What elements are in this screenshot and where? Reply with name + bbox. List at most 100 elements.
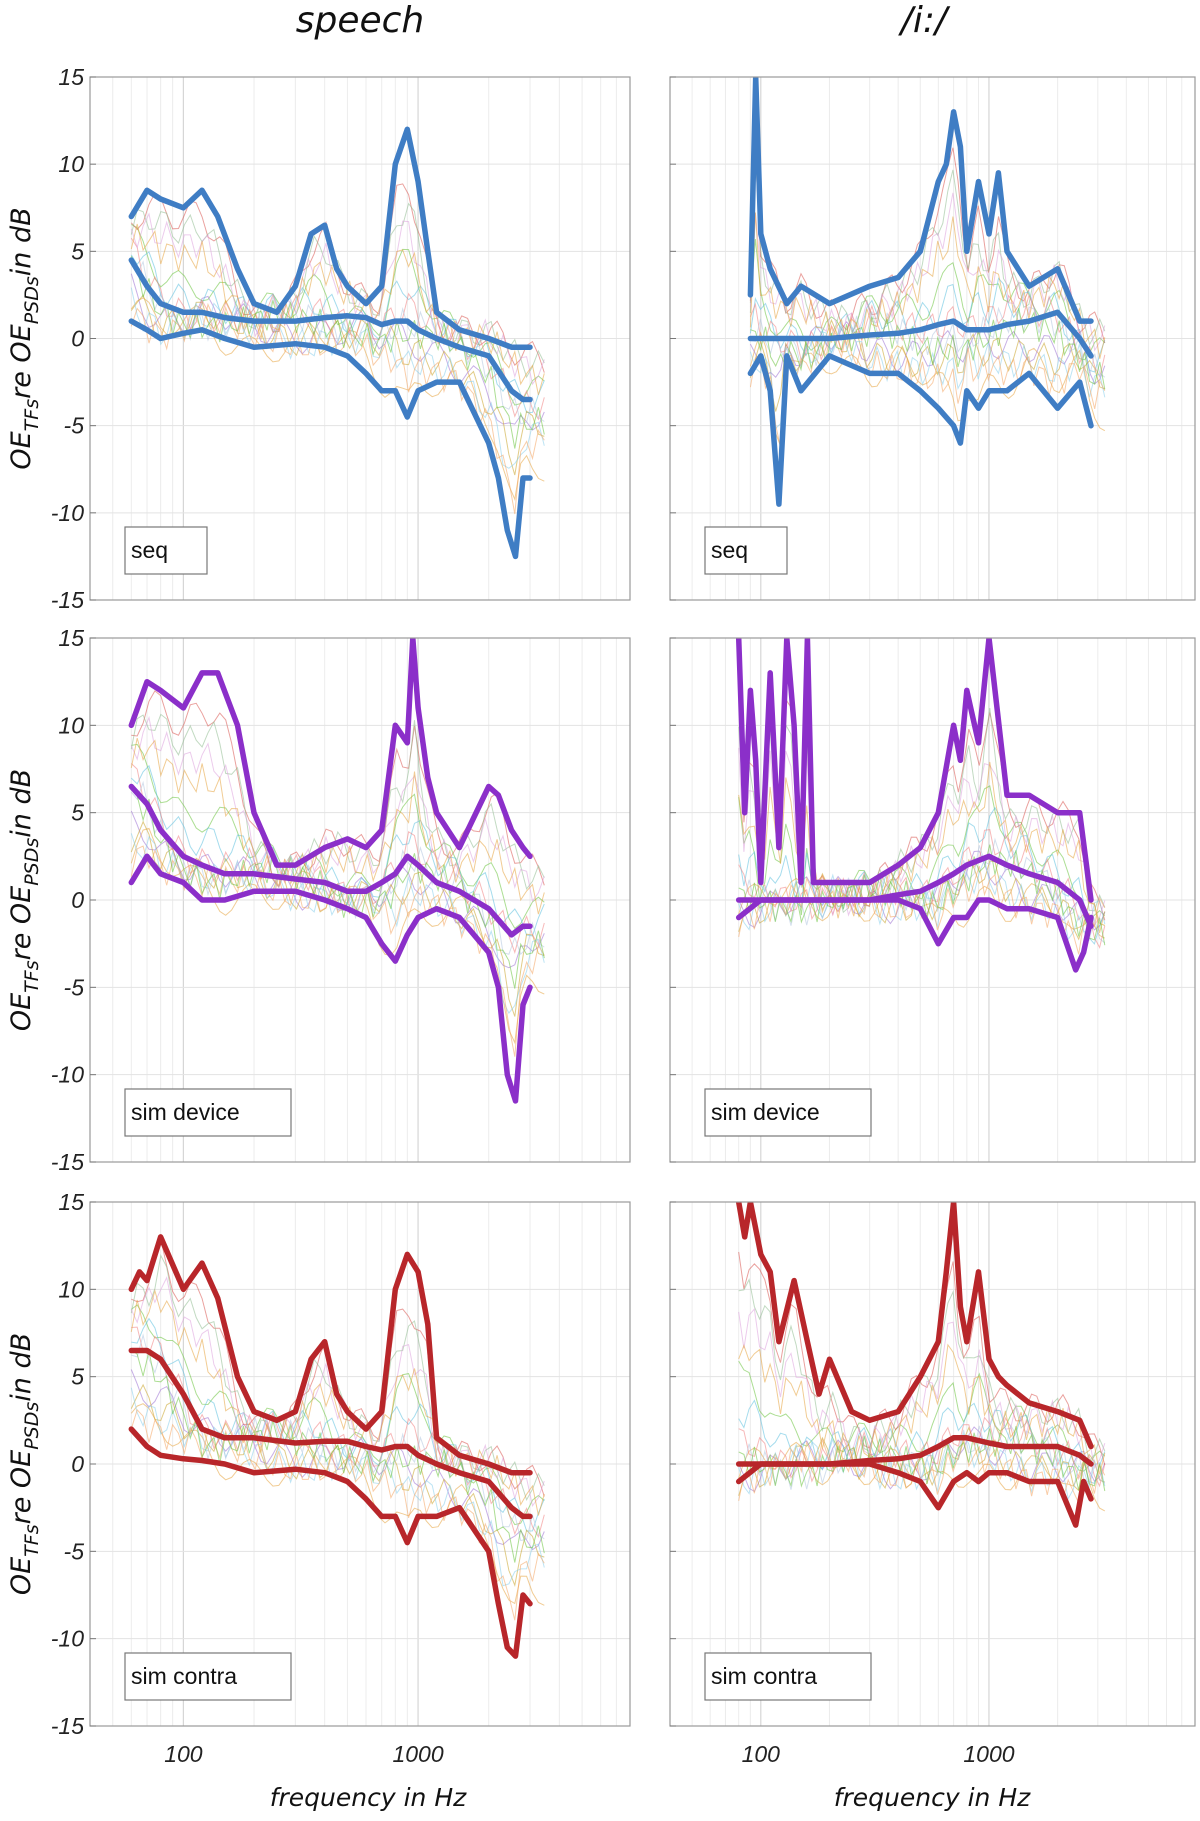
individual-curve (738, 1432, 1106, 1501)
y-axis-label: OETFsre OEPSDsin dB (6, 769, 43, 1031)
series-line-upper (735, 638, 1094, 903)
individual-curve (749, 277, 1106, 373)
individual-curve (131, 690, 545, 889)
panel-speech-seq: 15 10 5 0 -5 -10 -15 seq OETFsre OEPSDsin dB (6, 64, 631, 613)
y-tick-label: -10 (51, 1062, 84, 1088)
y-tick-label: 15 (58, 64, 84, 90)
series-line-upper (128, 1234, 533, 1476)
legend-frame (124, 1652, 292, 1701)
y-tick-label: -15 (51, 587, 84, 613)
y-axis-label-part: in dB (6, 769, 37, 838)
legend-label: sim contra (711, 1663, 817, 1689)
individual-curve (130, 737, 545, 915)
y-tick-label: -10 (51, 500, 84, 526)
y-tick-label: 15 (58, 625, 84, 651)
y-axis-label-part: in dB (6, 1333, 37, 1402)
series-group (128, 1234, 545, 1659)
legend-box: seq (124, 526, 208, 575)
series-line-lower (735, 897, 1094, 973)
legend-box: sim contra (704, 1652, 872, 1701)
x-axis-label-left: frequency in Hz (270, 1783, 467, 1812)
y-tick-label: 5 (71, 238, 84, 264)
individual-curve (131, 1326, 545, 1538)
individual-curve (130, 273, 545, 431)
legend-label: sim device (711, 1099, 820, 1125)
legend-label: sim device (131, 1099, 240, 1125)
individual-curve (130, 260, 545, 425)
panel-vowel-sim-device: sim device (669, 637, 1196, 1163)
y-axis-label-part: re OE (6, 886, 37, 961)
y-axis-label-part: OE (6, 993, 37, 1031)
series-line-lower (128, 853, 533, 1104)
panel-speech-sim-device: 15 10 5 0 -5 -10 -15 sim device OETFsre OEPSDsin… (6, 625, 631, 1175)
y-axis-label: OETFsre OEPSDsin dB (6, 207, 43, 469)
panel-speech-sim-contra: 15 10 5 0 -5 -10 -15 100 1000 sim contra OETFsre O… (6, 1189, 631, 1767)
series-group (735, 638, 1106, 973)
y-axis-label: OETFsre OEPSDsin dB (6, 1333, 43, 1595)
legend-box: sim device (124, 1088, 292, 1137)
series-line-median (128, 1347, 533, 1520)
series-line-median (128, 783, 533, 938)
individual-curve (738, 1251, 1106, 1466)
individual-curve (750, 303, 1106, 378)
series-group (128, 638, 545, 1104)
legend-label: sim contra (131, 1663, 237, 1689)
individual-curve (750, 307, 1106, 390)
y-tick-label: 0 (71, 887, 84, 913)
individual-curve (749, 331, 1106, 447)
column-title-vowel: /i:/ (898, 0, 951, 41)
y-tick-label: -5 (64, 1538, 85, 1564)
series-line-upper (128, 638, 533, 868)
series-line-upper (128, 126, 533, 350)
individual-curve (749, 147, 1106, 344)
y-axis-label-part: PSDs (21, 276, 43, 324)
column-title-speech: speech (296, 0, 425, 41)
individual-curve (749, 212, 1106, 359)
individual-curve (738, 806, 1106, 945)
series-line-median (128, 257, 533, 403)
individual-curve (131, 743, 545, 930)
y-tick-label: -5 (64, 413, 85, 439)
y-tick-label: 10 (58, 1276, 84, 1302)
individual-curve (130, 713, 545, 891)
y-axis-label-part: re OE (6, 324, 37, 399)
y-axis-label-part: re OE (6, 1450, 37, 1525)
individual-curve (738, 1343, 1106, 1475)
panel-vowel-sim-contra: 100 1000 sim contra (669, 1201, 1196, 1767)
individual-curve (130, 827, 545, 1045)
legend-label: seq (131, 537, 168, 563)
series-line-upper (747, 77, 1094, 324)
x-tick-label: 100 (164, 1741, 203, 1767)
individual-curve (130, 763, 545, 954)
individual-curve (130, 237, 545, 421)
series-line-median (747, 309, 1094, 359)
x-axis-label-right: frequency in Hz (834, 1783, 1031, 1812)
individual-curve (738, 1399, 1106, 1484)
series-group (747, 77, 1106, 507)
y-tick-label: -15 (51, 1713, 84, 1739)
y-tick-label: 0 (71, 326, 84, 352)
legend-frame (704, 1088, 872, 1137)
y-tick-label: 10 (58, 151, 84, 177)
y-tick-label: -15 (51, 1149, 84, 1175)
y-axis-label-part: TFs (21, 960, 43, 993)
x-tick-label: 100 (742, 1741, 781, 1767)
y-tick-label: 15 (58, 1189, 84, 1215)
individual-curve (131, 1304, 545, 1526)
y-axis-label-part: OE (6, 1557, 37, 1595)
y-axis-label-part: OE (6, 431, 37, 469)
y-axis-label-part: PSDs (21, 838, 43, 886)
legend-frame (704, 526, 788, 575)
individual-curve (130, 764, 545, 937)
individual-curve (130, 715, 545, 903)
individual-curve (130, 1288, 545, 1516)
series-line-lower (128, 318, 533, 560)
legend-frame (124, 526, 208, 575)
legend-box: sim contra (124, 1652, 292, 1701)
legend-frame (124, 1088, 292, 1137)
y-tick-label: -5 (64, 974, 85, 1000)
y-tick-label: -10 (51, 1626, 84, 1652)
series-line-lower (128, 1426, 533, 1659)
